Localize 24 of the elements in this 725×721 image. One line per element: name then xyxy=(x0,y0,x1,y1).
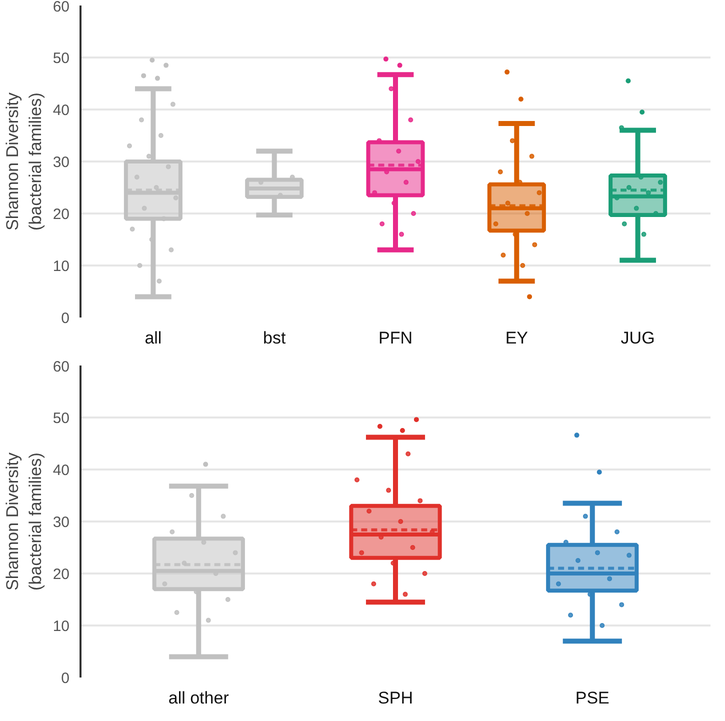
y-tick-label: 60 xyxy=(52,0,70,16)
y-tick-label: 60 xyxy=(52,358,70,376)
x-tick-label: SPH xyxy=(378,688,413,708)
y-axis-title: Shannon Diversity (bacterial families) xyxy=(3,452,45,590)
y-tick-label: 20 xyxy=(52,206,70,223)
y-tick-label: 50 xyxy=(52,410,70,427)
y-tick-label: 30 xyxy=(52,154,70,171)
x-tick-label: PSE xyxy=(575,688,610,708)
x-tick-label: bst xyxy=(263,328,286,348)
x-tick-label: all xyxy=(144,328,162,348)
y-tick-label: 50 xyxy=(52,50,70,67)
x-tick-label: all other xyxy=(168,688,230,708)
x-tick-label: EY xyxy=(505,328,528,348)
y-axis-title: Shannon Diversity (bacterial families) xyxy=(3,92,45,230)
x-tick-label: JUG xyxy=(620,328,655,348)
y-tick-label: 0 xyxy=(61,670,70,687)
y-tick-label: 20 xyxy=(52,566,70,583)
y-tick-label: 40 xyxy=(52,102,70,119)
y-tick-label: 10 xyxy=(52,618,70,635)
y-tick-label: 40 xyxy=(52,462,70,479)
x-tick-label: PFN xyxy=(378,328,412,348)
y-tick-label: 30 xyxy=(52,514,70,531)
y-tick-label: 10 xyxy=(52,258,70,275)
y-tick-label: 0 xyxy=(61,310,70,327)
